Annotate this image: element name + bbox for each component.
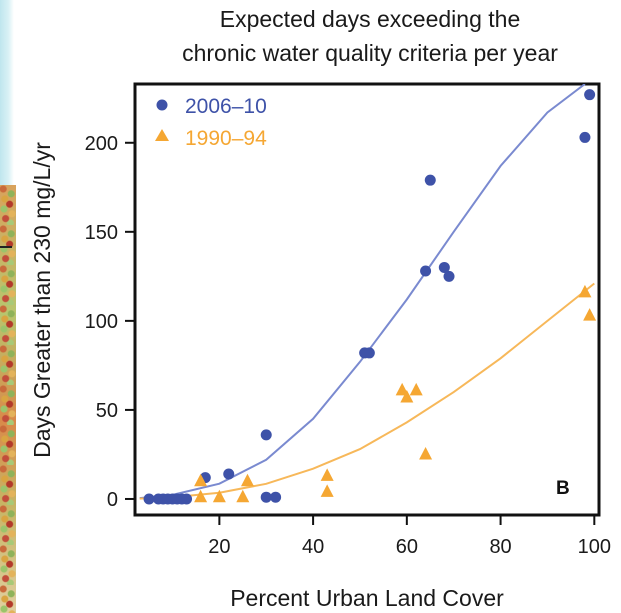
point-s2-7 — [395, 382, 409, 396]
point-s1-19 — [579, 131, 591, 143]
point-s2-10 — [419, 447, 433, 460]
point-s2-12 — [583, 308, 597, 321]
point-s1-12 — [270, 491, 282, 503]
point-s1-17 — [438, 261, 450, 273]
point-s2-5 — [320, 468, 334, 481]
point-s2-9 — [409, 382, 423, 396]
x-tick-label-60: 60 — [396, 536, 418, 558]
point-s2-1 — [194, 489, 208, 503]
legend: 2006–10 1990–94 — [155, 95, 267, 150]
point-s2-11 — [578, 284, 592, 298]
y-tick-label-150: 150 — [85, 222, 118, 244]
y-axis-label: Days Greater than 230 mg/L/yr — [29, 142, 55, 458]
chart-title-line-1: Expected days exceeding the — [220, 6, 520, 32]
y-tick-label-200: 200 — [85, 133, 118, 155]
map-border-line — [0, 246, 12, 248]
y-tick-label-50: 50 — [96, 400, 118, 422]
fit-lines — [139, 84, 595, 500]
background-map-strip — [0, 185, 16, 613]
point-s1-15 — [420, 265, 432, 277]
point-s1-18 — [443, 270, 455, 282]
point-s1-16 — [424, 174, 436, 186]
point-s2-8 — [400, 390, 414, 403]
y-axis-ticks: 0 50 100 150 200 — [85, 133, 135, 511]
legend-marker-1 — [156, 99, 168, 111]
legend-marker-2 — [155, 129, 169, 141]
panel-label: B — [556, 478, 570, 499]
plot-frame — [133, 82, 601, 517]
point-s2-2 — [212, 489, 226, 503]
point-s1-14 — [363, 347, 375, 359]
y-tick-label-100: 100 — [85, 311, 118, 333]
point-s2-0 — [194, 473, 208, 487]
background-map-strip-top — [0, 0, 14, 185]
point-s2-6 — [320, 484, 334, 497]
point-s1-20 — [584, 89, 596, 101]
point-s1-11 — [260, 491, 272, 503]
x-axis-ticks: 20 40 60 80 100 — [208, 515, 611, 558]
fit-line-2 — [139, 282, 595, 500]
x-tick-label-100: 100 — [578, 536, 611, 558]
point-s2-3 — [236, 489, 250, 503]
data-points — [143, 89, 597, 505]
point-s2-4 — [240, 473, 254, 487]
chart-title-line-2: chronic water quality criteria per year — [182, 40, 558, 66]
x-tick-label-20: 20 — [208, 536, 230, 558]
x-tick-label-40: 40 — [302, 536, 324, 558]
point-s1-10 — [260, 429, 272, 441]
point-s1-9 — [223, 468, 235, 480]
legend-label-2: 1990–94 — [185, 127, 267, 150]
point-s1-0 — [143, 493, 155, 505]
fit-line-1 — [139, 84, 586, 500]
x-tick-label-80: 80 — [489, 536, 511, 558]
point-s1-7 — [181, 493, 193, 505]
legend-label-1: 2006–10 — [185, 95, 267, 118]
y-tick-label-0: 0 — [107, 489, 118, 511]
x-axis-label: Percent Urban Land Cover — [230, 585, 504, 611]
